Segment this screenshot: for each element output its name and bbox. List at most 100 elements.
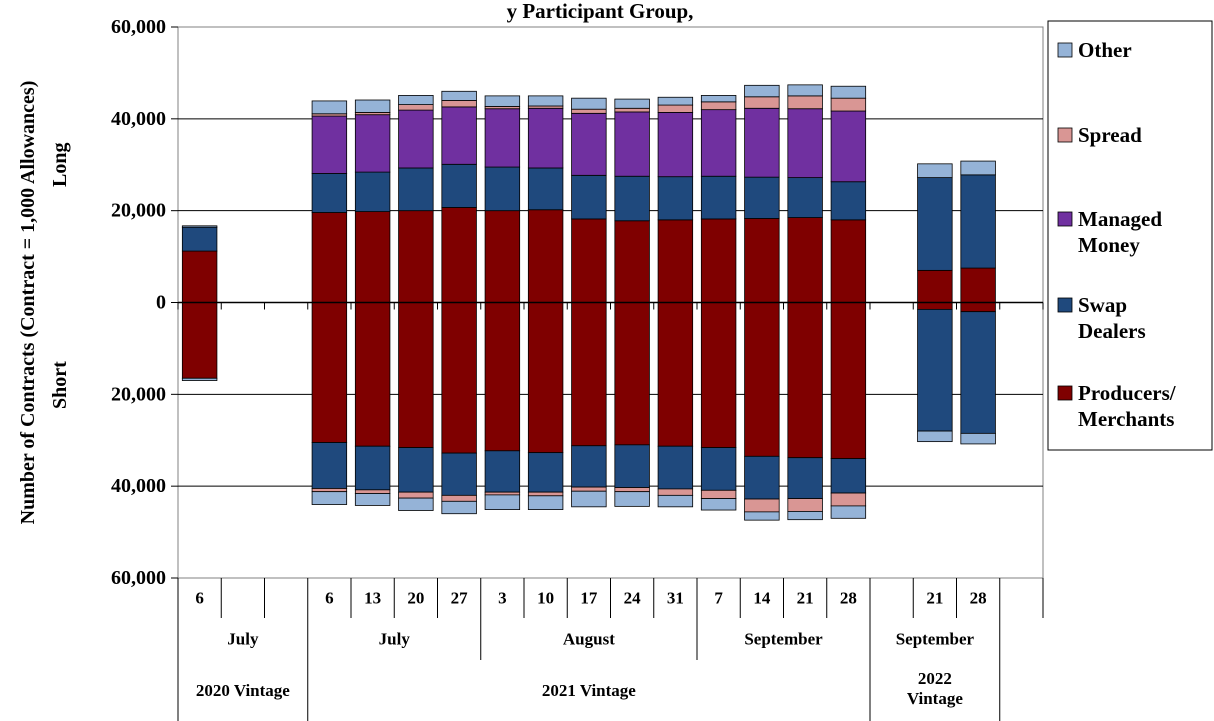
- vintage-label: 2020 Vintage: [196, 681, 290, 700]
- category-label: 21: [926, 589, 943, 608]
- bar-segment-long: [527, 95, 564, 107]
- category-label: 28: [970, 589, 987, 608]
- bar-segment-short: [398, 302, 434, 448]
- bar-segment-short: [484, 450, 521, 493]
- bar-segment-long: [614, 175, 650, 222]
- bar-segment-short: [354, 445, 391, 491]
- category-label: 6: [195, 589, 204, 608]
- bar-segment-short: [917, 430, 953, 443]
- bar-segment-long: [354, 114, 391, 173]
- bar-segment-short: [441, 452, 477, 496]
- legend-swatch: [1057, 127, 1073, 143]
- bar-segment-short: [657, 494, 694, 508]
- bar-segment-long: [787, 95, 823, 110]
- category-label: 21: [797, 589, 814, 608]
- legend-label: Swap: [1078, 293, 1127, 317]
- vintage-label: 2022: [918, 669, 952, 688]
- bar-segment-short: [571, 302, 607, 447]
- category-label: 27: [451, 589, 469, 608]
- bar-segment-short: [527, 495, 564, 510]
- bar-segment-short: [484, 494, 521, 510]
- bar-segment-long: [181, 226, 218, 252]
- bar-segment-short: [398, 497, 434, 511]
- bar-segment-long: [181, 250, 218, 303]
- bar-segment-long: [657, 219, 694, 303]
- legend-swatch: [1057, 297, 1073, 313]
- bar-segment-long: [744, 107, 780, 178]
- bar-segment-long: [744, 218, 780, 303]
- month-label: September: [896, 630, 975, 649]
- bar-segment-short: [657, 488, 694, 496]
- legend-label: Producers/: [1078, 381, 1177, 405]
- category-label: 7: [714, 589, 723, 608]
- bar-segment-long: [398, 95, 434, 105]
- bar-segment-long: [181, 225, 218, 228]
- bar-segment-long: [441, 207, 477, 303]
- bar-segment-long: [614, 111, 650, 177]
- category-axis-labels: 6 6 13 20 27 3 10 17 24 31 7 14 21 28 21 28 July July Augu…: [177, 578, 1044, 721]
- bar-segment-long: [830, 110, 867, 183]
- bar-segment-long: [917, 177, 953, 271]
- bar-segment-long: [830, 85, 867, 99]
- bar-segment-long: [700, 95, 737, 103]
- bar-segment-long: [960, 267, 996, 303]
- bar-segment-short: [960, 432, 996, 445]
- bar-segment-short: [354, 493, 391, 506]
- legend-box: [1047, 20, 1213, 451]
- category-label: 28: [840, 589, 857, 608]
- bar-segment-short: [311, 302, 348, 443]
- y-tick-label: 20,000: [111, 200, 166, 222]
- bar-segment-long: [527, 107, 564, 169]
- legend-swatch: [1057, 42, 1073, 58]
- bar-segment-long: [614, 107, 650, 113]
- bar-segment-short: [744, 498, 780, 513]
- bar-segment-long: [744, 96, 780, 109]
- axes: 60,000 40,000 20,000 0 20,000 40,000 60,000: [111, 16, 1044, 589]
- bar-segment-long: [484, 210, 521, 303]
- bar-segment-short: [614, 491, 650, 507]
- bar-segment-long: [527, 209, 564, 303]
- y-tick-label: 20,000: [111, 383, 166, 405]
- legend-label: Managed: [1078, 207, 1162, 231]
- bar-segment-long: [657, 104, 694, 113]
- bar-segment-long: [830, 181, 867, 221]
- bar-segment-short: [398, 447, 434, 493]
- bar-segment-long: [960, 174, 996, 269]
- bar-segment-short: [744, 455, 780, 500]
- bar-segment-long: [571, 97, 607, 110]
- vintage-label: Vintage: [907, 689, 963, 708]
- legend-label: Other: [1078, 38, 1132, 62]
- category-label: 31: [667, 589, 684, 608]
- legend-swatch: [1057, 211, 1073, 227]
- bar-segment-long: [571, 174, 607, 220]
- month-label: July: [227, 630, 259, 649]
- bar-segment-short: [484, 491, 521, 496]
- category-label: 14: [753, 589, 771, 608]
- bar-segment-long: [700, 175, 737, 220]
- bar-segment-short: [614, 487, 650, 493]
- bar-segment-long: [441, 106, 477, 165]
- legend-label: Merchants: [1078, 407, 1174, 431]
- bar-segment-short: [830, 505, 867, 519]
- bar-segment-short: [614, 444, 650, 488]
- bar-segment-long: [484, 108, 521, 168]
- category-label: 3: [498, 589, 507, 608]
- y-axis-title: Number of Contracts (Contract = 1,000 Al…: [17, 81, 71, 525]
- bar-segment-short: [700, 447, 737, 491]
- bar-segment-short: [614, 302, 650, 446]
- bar-segment-short: [527, 302, 564, 454]
- bar-segment-short: [441, 302, 477, 454]
- bar-segment-long: [311, 212, 348, 303]
- bar-segment-long: [398, 109, 434, 169]
- bar-segment-short: [311, 491, 348, 505]
- bar-segment-short: [484, 302, 521, 452]
- bar-segment-long: [441, 163, 477, 208]
- legend-swatch: [1057, 385, 1073, 401]
- bar-segment-long: [700, 101, 737, 111]
- bar-segment-short: [917, 308, 953, 432]
- bar-segment-long: [700, 218, 737, 303]
- bar-segment-short: [657, 445, 694, 490]
- bar-segment-short: [960, 311, 996, 434]
- bar-segment-short: [787, 302, 823, 459]
